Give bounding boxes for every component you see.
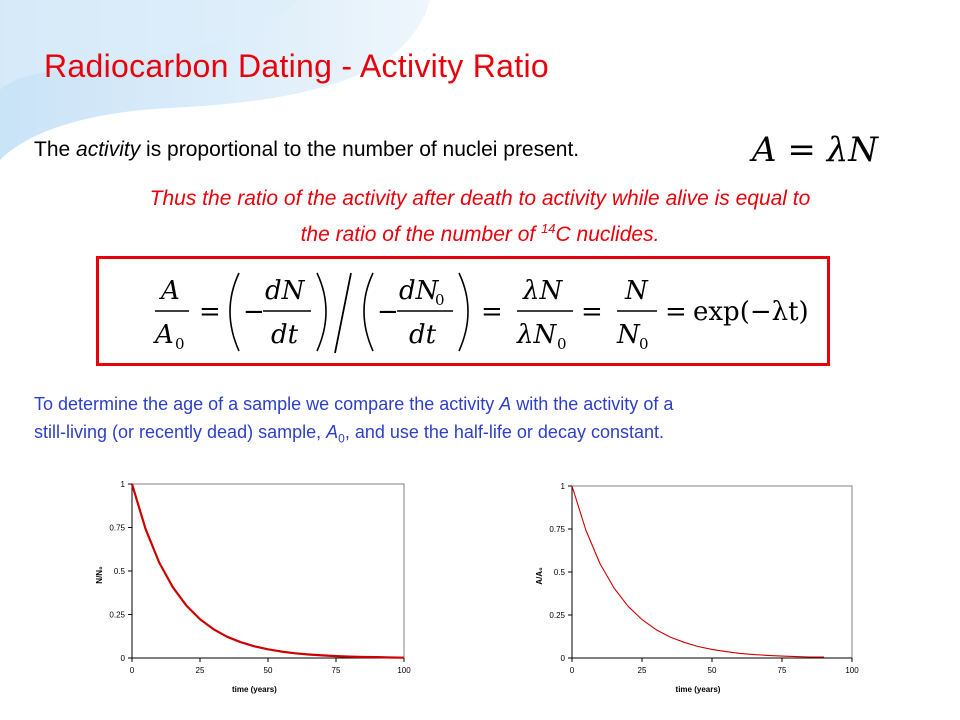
- fraction5-denominator-sub: 0: [639, 335, 649, 353]
- background-swoosh: [0, 0, 430, 160]
- fraction3-numerator-sub: 0: [435, 291, 445, 309]
- method-description-part1: To determine the age of a sample we comp…: [34, 394, 500, 414]
- equals-3: =: [581, 297, 603, 327]
- fraction2-numerator: dN: [265, 276, 306, 306]
- fraction2-denominator: dt: [271, 320, 299, 350]
- method-description: To determine the age of a sample we comp…: [34, 390, 904, 453]
- plot-area-frame: [571, 485, 853, 659]
- paren-close-1: [316, 272, 327, 352]
- method-description-part2: with the activity of a: [511, 394, 674, 414]
- fraction3-numerator: dN: [399, 276, 440, 306]
- slide-title: Radiocarbon Dating - Activity Ratio: [44, 48, 549, 84]
- y-tick-label: 0.5: [554, 568, 566, 577]
- equals-1: =: [199, 297, 221, 327]
- activity-statement-start: The: [34, 138, 77, 161]
- decay-formula: A A 0 = − dN dt − dN 0 dt = λN λN 0 = N …: [153, 272, 809, 354]
- y-axis-label: N/N₀: [95, 566, 104, 584]
- activity-word: activity: [76, 138, 141, 161]
- y-tick-label: 0.25: [549, 611, 565, 620]
- paren-open-2: [363, 272, 374, 352]
- fraction4-denominator: λN: [516, 320, 557, 350]
- plot-area-frame: [131, 483, 405, 659]
- x-tick-label: 50: [708, 666, 717, 675]
- activity-equation-lhs: A: [752, 130, 777, 170]
- x-tick-label: 25: [638, 666, 647, 675]
- activity-equation: A = λN: [752, 130, 878, 170]
- x-tick-label: 100: [845, 666, 859, 675]
- fraction3-denominator: dt: [409, 320, 437, 350]
- x-tick-label: 0: [130, 666, 135, 675]
- y-tick-label: 0: [561, 654, 566, 663]
- x-tick-label: 0: [570, 666, 575, 675]
- decay-curve-n-ratio: [130, 483, 405, 659]
- fraction1-numerator: A: [159, 276, 180, 306]
- x-tick-label: 50: [264, 666, 273, 675]
- ratio-statement-line1: Thus the ratio of the activity after dea…: [149, 187, 811, 210]
- y-tick-label: 0: [121, 654, 126, 663]
- activity-equation-rhs: λN: [826, 130, 878, 170]
- fraction1-denominator: A: [153, 320, 174, 350]
- minus-2: −: [377, 297, 399, 327]
- activity-symbol: A: [499, 394, 512, 414]
- method-description-part3: still-living (or recently dead) sample,: [34, 422, 327, 442]
- decay-formula-box: A A 0 = − dN dt − dN 0 dt = λN λN 0 = N …: [96, 256, 830, 366]
- y-tick-label: 1: [561, 482, 566, 491]
- y-tick-label: 0.5: [114, 567, 126, 576]
- x-tick-label: 25: [196, 666, 205, 675]
- y-tick-label: 0.75: [109, 524, 125, 533]
- activity-equation-equals: =: [787, 130, 816, 170]
- fraction4-numerator: λN: [522, 276, 563, 306]
- x-axis-label: time (years): [232, 685, 277, 694]
- method-description-part4: , and use the half-life or decay constan…: [344, 422, 665, 442]
- paren-close-2: [458, 272, 469, 352]
- ratio-statement-line2: the ratio of the number of 14C nuclides.: [40, 214, 920, 250]
- fraction5-denominator: N: [616, 320, 641, 350]
- fraction5-numerator: N: [624, 276, 649, 306]
- method-description-line1: To determine the age of a sample we comp…: [34, 390, 904, 418]
- ratio-statement: Thus the ratio of the activity after dea…: [40, 184, 920, 250]
- ratio-statement-line2-start: the ratio of the number of: [300, 223, 542, 246]
- decay-curve-a-ratio: [571, 485, 825, 658]
- chart-a-ratio: 0 0.25 0.5 0.75 1 0 25 50 75 100 time (years) A/A₀: [535, 482, 859, 694]
- isotope-mass-number: 14: [541, 221, 556, 236]
- fraction1-denominator-sub: 0: [175, 335, 185, 353]
- chart-n-ratio: 0 0.25 0.5 0.75 1 0 25 50 75 100 time (years) N/N₀: [95, 480, 411, 694]
- minus-1: −: [243, 297, 265, 327]
- equals-2: =: [481, 297, 503, 327]
- method-description-line2: still-living (or recently dead) sample, …: [34, 418, 904, 453]
- x-tick-label: 100: [397, 666, 411, 675]
- initial-activity-subscript: 0: [338, 431, 345, 446]
- division-slash: [334, 272, 352, 354]
- exp-term: exp(−λt): [693, 297, 809, 327]
- activity-statement-end: is proportional to the number of nuclei …: [140, 138, 580, 161]
- y-tick-label: 0.25: [109, 611, 125, 620]
- x-axis-label: time (years): [676, 685, 721, 694]
- activity-statement: The activity is proportional to the numb…: [34, 138, 579, 162]
- ratio-statement-line2-end: C nuclides.: [555, 223, 660, 246]
- x-tick-label: 75: [332, 666, 341, 675]
- y-tick-label: 0.75: [549, 525, 565, 534]
- initial-activity-symbol: A: [326, 422, 339, 442]
- equals-4: =: [665, 297, 687, 327]
- y-tick-label: 1: [121, 480, 126, 489]
- paren-open-1: [229, 272, 240, 352]
- fraction4-denominator-sub: 0: [557, 335, 567, 353]
- x-tick-label: 75: [778, 666, 787, 675]
- y-axis-label: A/A₀: [535, 567, 544, 585]
